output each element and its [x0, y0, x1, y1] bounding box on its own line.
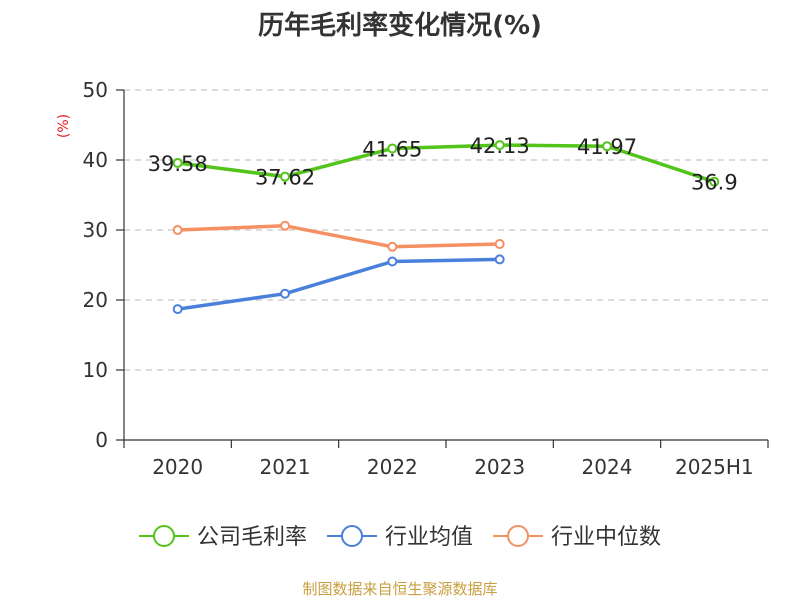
legend-marker [507, 525, 529, 547]
x-tick-label: 2025H1 [675, 455, 754, 479]
data-point [172, 304, 183, 315]
x-tick-label: 2021 [260, 455, 311, 479]
y-tick-label: 0 [95, 428, 108, 452]
data-point [494, 140, 505, 151]
series-line [177, 257, 500, 311]
x-tick-label: 2022 [367, 455, 418, 479]
series-group [172, 140, 720, 315]
data-point [602, 141, 612, 152]
data-point [387, 241, 398, 252]
chart-title: 历年毛利率变化情况(%) [258, 10, 542, 41]
legend: 公司毛利率 行业均值 行业中位数 [139, 525, 661, 550]
legend-label: 公司毛利率 [197, 525, 307, 550]
y-axis-ticks: 0 10 20 30 40 50 [83, 78, 124, 452]
data-label: 42.13 [470, 134, 530, 158]
x-tick-label: 2023 [474, 455, 525, 479]
series-line [177, 143, 715, 184]
legend-item: 行业均值 [327, 525, 473, 550]
data-point [387, 143, 398, 154]
data-point [172, 225, 183, 235]
data-point [709, 176, 720, 187]
data-label: 41.65 [362, 137, 422, 161]
series-3 [172, 220, 505, 252]
x-axis-ticks: 2020 2021 2022 2023 2024 2025H1 [123, 440, 769, 479]
series-2 [172, 254, 505, 315]
data-point [280, 288, 290, 299]
y-tick-label: 20 [83, 288, 108, 312]
data-point [280, 171, 290, 182]
gridlines [124, 89, 768, 371]
legend-marker [341, 525, 363, 547]
y-tick-label: 10 [83, 358, 108, 382]
legend-label: 行业中位数 [551, 525, 661, 550]
data-point [494, 239, 505, 249]
y-tick-label: 50 [83, 78, 108, 102]
series-1 [172, 140, 720, 187]
data-point [387, 256, 398, 267]
legend-label: 行业均值 [385, 525, 473, 550]
series-line [177, 224, 500, 249]
y-axis-label: (%) [56, 114, 72, 138]
data-point [172, 157, 183, 168]
y-tick-label: 40 [83, 148, 108, 172]
legend-item: 公司毛利率 [139, 525, 307, 550]
data-point [494, 254, 505, 265]
source-note: 制图数据来自恒生聚源数据库 [302, 580, 497, 598]
data-label: 39.58 [148, 152, 208, 176]
y-tick-label: 30 [83, 218, 108, 242]
data-label: 37.62 [255, 166, 315, 190]
x-tick-label: 2020 [152, 455, 203, 479]
x-tick-label: 2024 [582, 455, 633, 479]
legend-marker [153, 525, 175, 547]
legend-item: 行业中位数 [493, 525, 661, 550]
data-labels: 39.58 37.62 41.65 42.13 41.97 36.9 [148, 134, 738, 195]
data-label: 36.9 [691, 171, 738, 195]
axes [123, 90, 768, 441]
data-label: 41.97 [577, 135, 637, 159]
data-point [280, 220, 290, 231]
